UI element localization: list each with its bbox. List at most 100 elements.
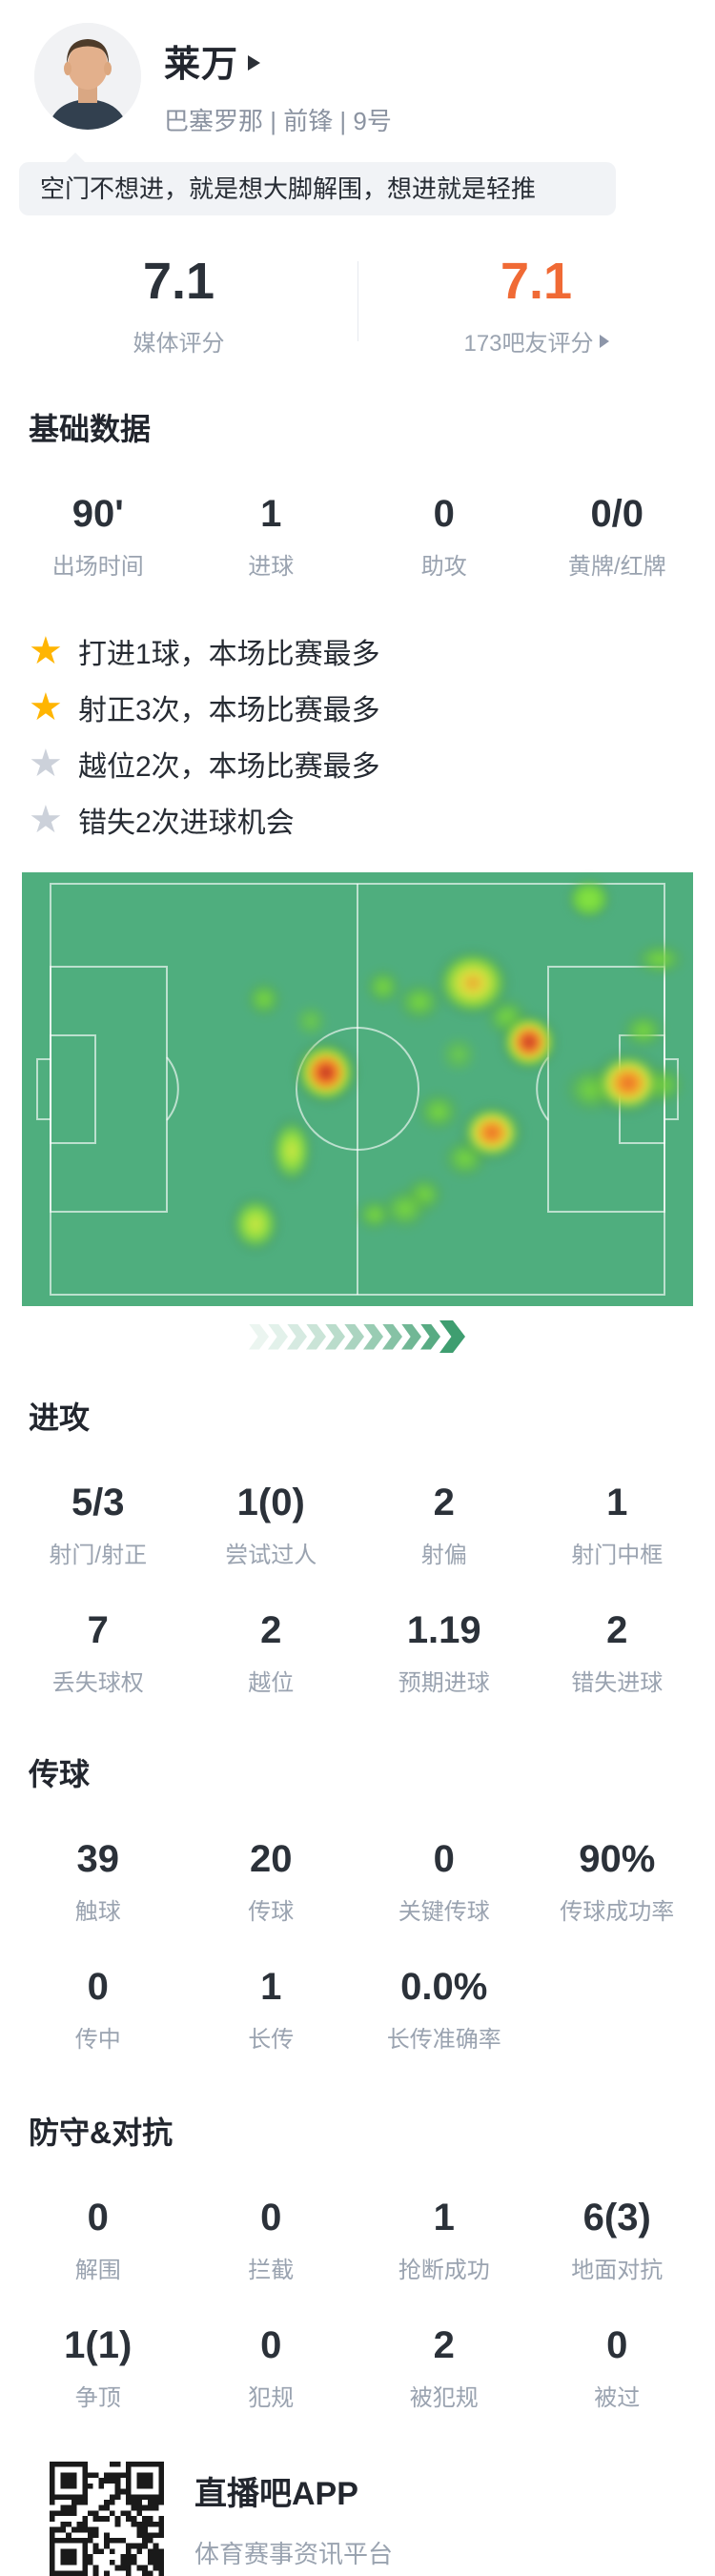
stat-value: 1: [433, 2197, 455, 2239]
media-rating-label: 媒体评分: [133, 331, 225, 357]
section-attack: 进攻 5/3 射门/射正 1(0) 尝试过人 2 射偏 1 射门中框: [0, 1394, 715, 1697]
fans-rating[interactable]: 7.1 173吧友评分: [358, 252, 715, 358]
stat-label: 尝试过人: [225, 1543, 317, 1568]
stat-value: 7: [87, 1609, 109, 1651]
stat-value: 2: [433, 2324, 455, 2366]
stat-label: 长传: [248, 2027, 295, 2053]
stat-cell: 2 越位: [185, 1609, 358, 1697]
highlight-item: ★ 打进1球，本场比赛最多: [29, 623, 715, 679]
highlight-list: ★ 打进1球，本场比赛最多 ★ 射正3次，本场比赛最多 ★ 越位2次，本场比赛最…: [0, 623, 715, 848]
player-name-link[interactable]: 莱万: [164, 34, 392, 87]
stat-cell: 1 长传: [185, 1966, 358, 2054]
stat-label: 传球: [248, 1899, 295, 1925]
highlight-text: 打进1球，本场比赛最多: [78, 638, 380, 670]
stat-value: 1: [606, 1482, 628, 1523]
bubble-pointer: [65, 153, 86, 163]
stat-cell: 90% 传球成功率: [531, 1838, 705, 1926]
stat-value: 90%: [579, 1838, 656, 1880]
stat-cell: 2 被犯规: [358, 2324, 531, 2412]
stat-value: 2: [606, 1609, 628, 1651]
stat-cell: 1 进球: [185, 493, 358, 581]
stat-cell: 5/3 射门/射正: [11, 1482, 185, 1569]
stat-label: 争顶: [74, 2385, 121, 2411]
stat-cell: 1 抢断成功: [358, 2197, 531, 2284]
stat-value: 39: [76, 1838, 120, 1880]
stat-cell: 0 助攻: [358, 493, 531, 581]
stat-value: 90': [72, 493, 124, 535]
chevron-icon: [306, 1323, 326, 1350]
section-basic: 基础数据 90' 出场时间 1 进球 0 助攻 0/0 黄牌/红牌: [0, 405, 715, 581]
stat-value: 2: [433, 1482, 455, 1523]
attack-title: 进攻: [29, 1400, 91, 1435]
stat-value: 2: [260, 1609, 282, 1651]
chevron-icon: [268, 1323, 288, 1350]
app-name: 直播吧APP: [194, 2476, 358, 2512]
stat-value: 1: [260, 493, 282, 535]
stat-value: 5/3: [71, 1482, 125, 1523]
stat-cell: 0/0 黄牌/红牌: [531, 493, 705, 581]
stat-label: 长传准确率: [386, 2027, 501, 2053]
stat-label: 解围: [74, 2258, 121, 2283]
stat-value: 0: [260, 2324, 282, 2366]
stat-label: 被过: [594, 2385, 641, 2411]
stat-label: 地面对抗: [571, 2258, 664, 2283]
stat-label: 被犯规: [409, 2385, 479, 2411]
fans-rating-value: 7.1: [500, 253, 573, 310]
stat-label: 错失进球: [571, 1670, 664, 1696]
chevron-icon: [420, 1323, 440, 1350]
player-name: 莱万: [164, 45, 239, 85]
stat-label: 丢失球权: [51, 1670, 144, 1696]
stat-cell: 0 拦截: [185, 2197, 358, 2284]
stat-label: 出场时间: [51, 554, 144, 580]
stat-value: 0: [260, 2197, 282, 2239]
stat-value: 0: [87, 1966, 109, 2008]
avatar-illustration: [34, 23, 141, 130]
stat-value: 1(1): [64, 2324, 133, 2366]
stat-label: 助攻: [420, 554, 467, 580]
heatmap-blobs: [22, 872, 693, 1306]
stat-value: 0.0%: [400, 1966, 488, 2008]
stat-label: 预期进球: [398, 1670, 490, 1696]
chevron-icon: [249, 1323, 269, 1350]
fans-rating-label: 173吧友评分: [463, 331, 594, 357]
stat-cell: 1(0) 尝试过人: [185, 1482, 358, 1569]
star-icon: ★: [29, 798, 63, 841]
stat-cell: 1(1) 争顶: [11, 2324, 185, 2412]
player-avatar: [34, 23, 141, 130]
chevron-icon: [287, 1323, 307, 1350]
stat-cell: 2 射偏: [358, 1482, 531, 1569]
stat-value: 1(0): [236, 1482, 305, 1523]
stat-label: 黄牌/红牌: [567, 554, 666, 580]
player-header: 莱万 巴塞罗那 | 前锋 | 9号: [0, 0, 715, 137]
stat-cell: 20 传球: [185, 1838, 358, 1926]
stat-cell: 0 关键传球: [358, 1838, 531, 1926]
stat-label: 射门/射正: [49, 1543, 148, 1568]
chevron-right-icon: [248, 54, 261, 71]
stat-cell: 0 解围: [11, 2197, 185, 2284]
stat-label: 抢断成功: [398, 2258, 490, 2283]
highlight-item: ★ 射正3次，本场比赛最多: [29, 679, 715, 735]
star-icon: ★: [29, 742, 63, 785]
stat-cell: 0 被过: [531, 2324, 705, 2412]
stat-cell: 1 射门中框: [531, 1482, 705, 1569]
stat-value: 0/0: [590, 493, 644, 535]
chevron-divider: [0, 1318, 715, 1356]
stat-cell: 7 丢失球权: [11, 1609, 185, 1697]
stat-label: 拦截: [248, 2258, 295, 2283]
stat-cell: 2 错失进球: [531, 1609, 705, 1697]
chevron-right-icon: [599, 334, 609, 348]
chevron-icon: [325, 1323, 345, 1350]
defense-stat-grid: 0 解围 0 拦截 1 抢断成功 6(3) 地面对抗 1(1) 争顶: [0, 2197, 715, 2412]
stat-label: 传球成功率: [560, 1899, 675, 1925]
stat-cell: 90' 出场时间: [11, 493, 185, 581]
highlight-text: 射正3次，本场比赛最多: [78, 694, 380, 726]
chevron-icon: [439, 1320, 465, 1353]
stat-label: 射门中框: [571, 1543, 664, 1568]
media-rating: 7.1 媒体评分: [0, 252, 358, 358]
stat-cell: 0 犯规: [185, 2324, 358, 2412]
stat-value: 0: [606, 2324, 628, 2366]
media-rating-value: 7.1: [142, 253, 215, 310]
chevron-icon: [363, 1323, 383, 1350]
highlight-text: 错失2次进球机会: [78, 807, 295, 839]
basic-title: 基础数据: [29, 412, 152, 446]
